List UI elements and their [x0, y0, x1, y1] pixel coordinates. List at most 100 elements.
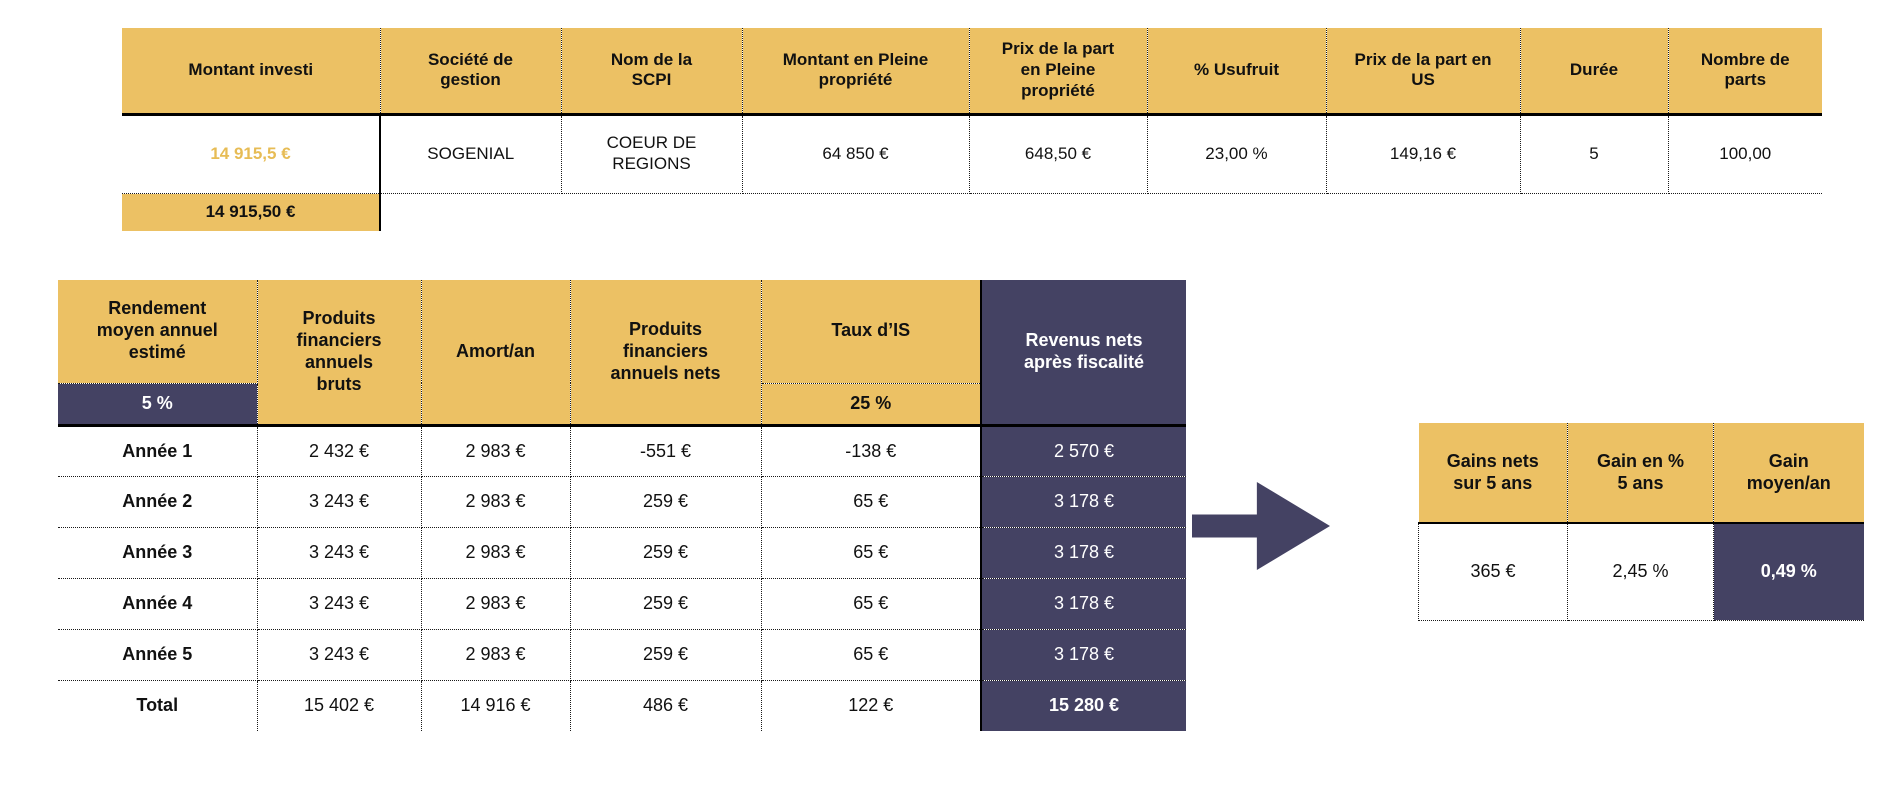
- cell-text: 2 983 €: [465, 644, 526, 664]
- row-label: Année 2: [58, 476, 258, 528]
- row-label-text: Année 1: [122, 440, 193, 461]
- cell-text: 122 €: [848, 695, 894, 716]
- row-label: Année 3: [58, 527, 258, 579]
- header-label: Nom de la SCPI: [610, 49, 693, 90]
- value-text: COEUR DE REGIONS: [606, 133, 697, 173]
- header-label: Revenus nets après fiscalité: [1023, 329, 1145, 372]
- cell-text: -138 €: [845, 440, 897, 461]
- cell-text: 3 178 €: [1053, 542, 1115, 562]
- cell-produits-nets: 486 €: [570, 680, 762, 731]
- cell-produits-nets: -551 €: [570, 425, 762, 477]
- projection-row-annee-2: Année 2 3 243 € 2 983 € 259 € 65 € 3 178…: [58, 476, 1186, 528]
- empty-cell: [380, 193, 1822, 231]
- header-cell-rendement: Rendement moyen annuel estimé: [58, 280, 258, 384]
- gains-header-row: Gains nets sur 5 ans Gain en % 5 ans Gai…: [1418, 423, 1864, 524]
- header-label: Rendement moyen annuel estimé: [96, 298, 218, 363]
- header-cell-prix-part-us: Prix de la part en US: [1326, 28, 1521, 116]
- cell-revenus-nets: 3 178 €: [980, 476, 1186, 528]
- value-text: 5: [1589, 144, 1599, 163]
- projection-table: Rendement moyen annuel estimé Produits f…: [58, 280, 1186, 731]
- rate-text: 25 %: [850, 393, 892, 413]
- header-label: Taux d’IS: [831, 320, 911, 341]
- header-cell-nombre-parts: Nombre de parts: [1668, 28, 1822, 116]
- cell-text: -551 €: [639, 440, 692, 461]
- cell-text: 3 178 €: [1053, 491, 1115, 511]
- total-invested-text: 14 915,50 €: [205, 202, 296, 222]
- value-pct-usufruit: 23,00 %: [1147, 114, 1327, 194]
- header-label: Prix de la part en Pleine propriété: [1001, 39, 1115, 100]
- cell-produits-bruts: 15 402 €: [257, 680, 422, 731]
- gains-table: Gains nets sur 5 ans Gain en % 5 ans Gai…: [1418, 423, 1864, 621]
- cell-text: 3 243 €: [308, 491, 370, 511]
- row-label: Année 1: [58, 425, 258, 477]
- header-cell-revenus-nets: Revenus nets après fiscalité: [980, 280, 1186, 427]
- cell-text: 3 243 €: [308, 542, 370, 562]
- value-prix-part-us: 149,16 €: [1326, 114, 1521, 194]
- cell-text: 3 243 €: [308, 593, 370, 613]
- cell-text: 259 €: [642, 491, 689, 511]
- cell-produits-bruts: 3 243 €: [257, 527, 422, 579]
- value-duree: 5: [1520, 114, 1669, 194]
- investment-table: Montant investi Société de gestion Nom d…: [122, 28, 1822, 231]
- value-text: 64 850 €: [822, 144, 889, 163]
- cell-revenus-nets: 3 178 €: [980, 527, 1186, 579]
- investment-value-row: 14 915,5 € SOGENIAL COEUR DE REGIONS 64 …: [122, 114, 1822, 194]
- cell-text: 65 €: [853, 542, 889, 562]
- cell-amort: 2 983 €: [421, 425, 571, 477]
- value-text: 648,50 €: [1024, 144, 1092, 163]
- header-label: Produits financiers annuels bruts: [296, 307, 382, 394]
- cell-revenus-nets: 2 570 €: [980, 425, 1186, 477]
- cell-text: 2 432 €: [308, 440, 370, 461]
- header-cell-gains-nets: Gains nets sur 5 ans: [1418, 423, 1568, 524]
- cell-text: 3 178 €: [1053, 593, 1115, 613]
- header-cell-montant-investi: Montant investi: [122, 28, 381, 116]
- cell-text: 486 €: [642, 695, 689, 716]
- header-label: % Usufruit: [1194, 59, 1279, 79]
- projection-row-annee-4: Année 4 3 243 € 2 983 € 259 € 65 € 3 178…: [58, 578, 1186, 630]
- header-cell-nom-scpi: Nom de la SCPI: [561, 28, 743, 116]
- cell-amort: 2 983 €: [421, 527, 571, 579]
- arrow-right-icon: [1192, 482, 1330, 570]
- header-cell-produits-nets: Produits financiers annuels nets: [570, 280, 762, 427]
- header-cell-amort: Amort/an: [421, 280, 571, 427]
- cell-text: 65 €: [853, 593, 889, 613]
- cell-text: 2 983 €: [465, 542, 526, 562]
- value-montant-investi: 14 915,5 €: [122, 114, 381, 194]
- cell-produits-nets: 259 €: [570, 527, 762, 579]
- investment-header-row: Montant investi Société de gestion Nom d…: [122, 28, 1822, 116]
- header-label: Produits financiers annuels nets: [610, 318, 721, 383]
- value-text: 100,00: [1719, 144, 1772, 163]
- cell-taux-is: 65 €: [761, 578, 982, 630]
- cell-text: 3 178 €: [1053, 644, 1115, 664]
- cell-text: 2 570 €: [1053, 440, 1115, 461]
- value-gains-nets: 365 €: [1418, 523, 1568, 621]
- header-cell-societe-gestion: Société de gestion: [380, 28, 562, 116]
- rate-text: 5 %: [141, 393, 173, 413]
- header-label: Nombre de parts: [1700, 49, 1790, 90]
- value-text: 14 915,5 €: [210, 144, 291, 163]
- value-prix-part-pp: 648,50 €: [969, 114, 1148, 194]
- header-label: Gains nets sur 5 ans: [1446, 450, 1539, 493]
- value-nom-scpi: COEUR DE REGIONS: [561, 114, 743, 194]
- cell-text: 15 280 €: [1048, 695, 1120, 716]
- cell-amort: 2 983 €: [421, 476, 571, 528]
- taux-is-rate-cell: 25 %: [761, 383, 981, 427]
- cell-text: 259 €: [642, 542, 689, 562]
- rendement-rate-cell: 5 %: [58, 383, 258, 427]
- header-cell-pct-usufruit: % Usufruit: [1147, 28, 1327, 116]
- row-label-text: Total: [136, 695, 179, 716]
- row-label: Année 5: [58, 629, 258, 681]
- cell-text: 259 €: [642, 644, 689, 664]
- cell-text: 259 €: [642, 593, 689, 613]
- projection-row-annee-1: Année 1 2 432 € 2 983 € -551 € -138 € 2 …: [58, 425, 1186, 477]
- investment-total-row: 14 915,50 €: [122, 193, 1822, 231]
- value-text: 23,00 %: [1205, 144, 1268, 163]
- cell-taux-is: 122 €: [761, 680, 982, 731]
- value-text: SOGENIAL: [427, 144, 515, 163]
- row-label-text: Année 2: [122, 491, 193, 511]
- gains-value-row: 365 € 2,45 % 0,49 %: [1418, 523, 1864, 621]
- header-label: Montant investi: [188, 59, 314, 79]
- header-label: Gain moyen/an: [1746, 450, 1831, 493]
- cell-amort: 2 983 €: [421, 629, 571, 681]
- value-text: 0,49 %: [1760, 561, 1817, 582]
